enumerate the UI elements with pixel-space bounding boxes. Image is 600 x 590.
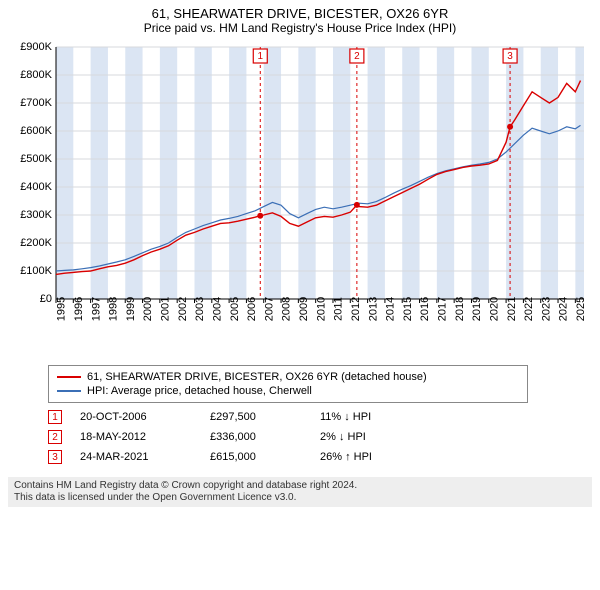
footer-line-2: This data is licensed under the Open Gov…: [14, 492, 586, 504]
transaction-diff: 2% ↓ HPI: [320, 431, 440, 443]
x-tick-label: 1998: [108, 297, 120, 321]
legend-item: 61, SHEARWATER DRIVE, BICESTER, OX26 6YR…: [57, 370, 519, 384]
chart-subtitle: Price paid vs. HM Land Registry's House …: [8, 21, 592, 35]
legend-label: 61, SHEARWATER DRIVE, BICESTER, OX26 6YR…: [87, 370, 427, 384]
y-tick-label: £900K: [20, 41, 52, 53]
footer-line-1: Contains HM Land Registry data © Crown c…: [14, 480, 586, 492]
chart-area: £0 £100K £200K £300K £400K £500K £600K £700K £80…: [8, 39, 592, 359]
x-tick-label: 2012: [350, 297, 362, 321]
transaction-diff: 11% ↓ HPI: [320, 411, 440, 423]
transaction-price: £297,500: [210, 411, 320, 423]
year-band: [91, 47, 108, 299]
price-chart-svg: £0 £100K £200K £300K £400K £500K £600K £700K £80…: [8, 39, 592, 359]
year-band: [368, 47, 385, 299]
x-tick-label: 2009: [298, 297, 310, 321]
sale-marker-dot: [507, 124, 513, 130]
x-tick-label: 2001: [160, 297, 172, 321]
x-tick-label: 2015: [402, 297, 414, 321]
x-tick-label: 2007: [263, 297, 275, 321]
chart-title: 61, SHEARWATER DRIVE, BICESTER, OX26 6YR: [8, 6, 592, 21]
transaction-price: £615,000: [210, 451, 320, 463]
transaction-date: 24-MAR-2021: [80, 451, 210, 463]
year-band: [229, 47, 246, 299]
year-band: [333, 47, 350, 299]
y-tick-label: £0: [40, 293, 52, 305]
sale-marker-dot: [257, 213, 263, 219]
transaction-diff: 26% ↑ HPI: [320, 451, 440, 463]
x-tick-label: 2013: [367, 297, 379, 321]
y-tick-label: £200K: [20, 237, 52, 249]
year-band: [298, 47, 315, 299]
transaction-date: 20-OCT-2006: [80, 411, 210, 423]
transaction-marker: 2: [48, 430, 62, 444]
year-band: [194, 47, 211, 299]
year-band: [402, 47, 419, 299]
legend-label: HPI: Average price, detached house, Cher…: [87, 384, 312, 398]
x-tick-label: 2008: [281, 297, 293, 321]
legend: 61, SHEARWATER DRIVE, BICESTER, OX26 6YR…: [48, 365, 528, 403]
transactions-list: 1 20-OCT-2006£297,50011% ↓ HPI 2 18-MAY-201…: [48, 407, 592, 467]
transaction-marker: 3: [48, 450, 62, 464]
year-band: [264, 47, 281, 299]
transaction-row: 3 24-MAR-2021£615,00026% ↑ HPI: [48, 447, 592, 467]
x-tick-label: 2023: [540, 297, 552, 321]
x-tick-label: 2016: [419, 297, 431, 321]
transaction-row: 1 20-OCT-2006£297,50011% ↓ HPI: [48, 407, 592, 427]
x-tick-label: 1997: [90, 297, 102, 321]
year-band: [56, 47, 73, 299]
x-tick-label: 2025: [575, 297, 587, 321]
y-tick-label: £500K: [20, 153, 52, 165]
y-tick-label: £600K: [20, 125, 52, 137]
y-tick-label: £700K: [20, 97, 52, 109]
x-tick-label: 2011: [333, 297, 345, 321]
y-tick-label: £800K: [20, 69, 52, 81]
year-band: [506, 47, 523, 299]
transaction-date: 18-MAY-2012: [80, 431, 210, 443]
sale-marker-number: 2: [354, 51, 360, 62]
x-tick-label: 2024: [558, 297, 570, 321]
x-tick-label: 2019: [471, 297, 483, 321]
sale-marker-number: 1: [257, 51, 263, 62]
transaction-row: 2 18-MAY-2012£336,0002% ↓ HPI: [48, 427, 592, 447]
x-tick-label: 2018: [454, 297, 466, 321]
legend-swatch: [57, 376, 81, 378]
y-tick-label: £400K: [20, 181, 52, 193]
year-band: [541, 47, 558, 299]
transaction-marker: 1: [48, 410, 62, 424]
x-tick-label: 2003: [194, 297, 206, 321]
x-tick-label: 1996: [73, 297, 85, 321]
x-tick-label: 2014: [385, 297, 397, 321]
sale-marker-dot: [354, 202, 360, 208]
x-tick-label: 2006: [246, 297, 258, 321]
transaction-price: £336,000: [210, 431, 320, 443]
year-band: [160, 47, 177, 299]
x-tick-label: 2004: [211, 297, 223, 321]
year-band: [471, 47, 488, 299]
legend-swatch: [57, 390, 81, 392]
x-tick-label: 2010: [315, 297, 327, 321]
y-tick-label: £300K: [20, 209, 52, 221]
x-tick-label: 2000: [142, 297, 154, 321]
year-band: [575, 47, 584, 299]
x-tick-label: 2020: [488, 297, 500, 321]
x-tick-label: 1999: [125, 297, 137, 321]
year-band: [125, 47, 142, 299]
footer-attribution: Contains HM Land Registry data © Crown c…: [8, 477, 592, 507]
x-tick-label: 2002: [177, 297, 189, 321]
x-tick-label: 2017: [437, 297, 449, 321]
x-tick-label: 2021: [506, 297, 518, 321]
x-tick-label: 1995: [56, 297, 68, 321]
x-tick-label: 2005: [229, 297, 241, 321]
y-tick-label: £100K: [20, 265, 52, 277]
legend-item: HPI: Average price, detached house, Cher…: [57, 384, 519, 398]
sale-marker-number: 3: [507, 51, 513, 62]
x-tick-label: 2022: [523, 297, 535, 321]
